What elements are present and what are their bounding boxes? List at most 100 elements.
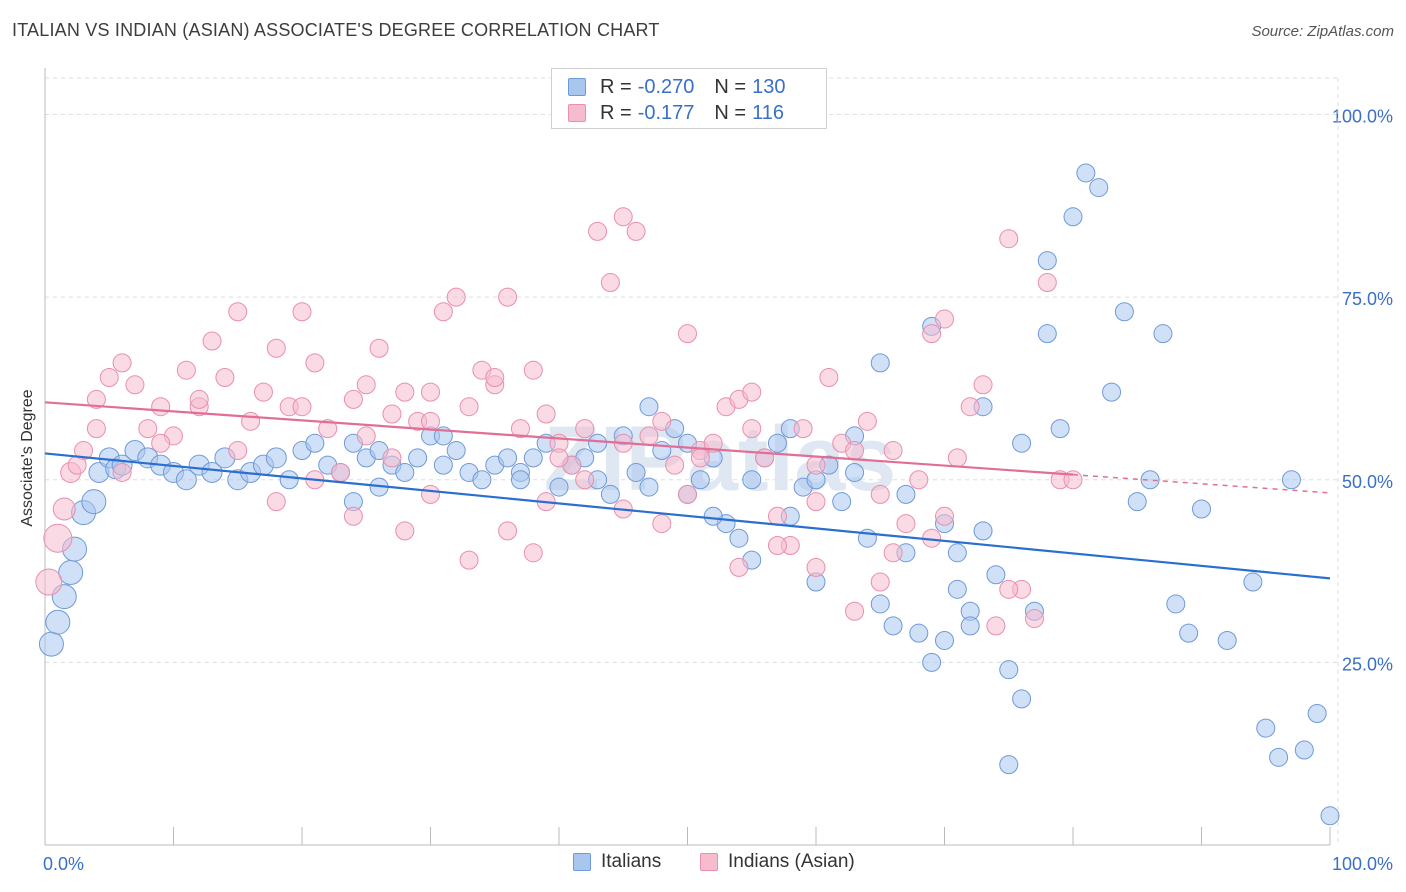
italians-trend-line [44,452,1331,580]
indians-point [896,514,916,534]
italians-point [600,484,620,504]
indians-point [947,448,967,468]
italians-point [81,489,107,515]
indians-point [67,455,87,475]
indians-point [729,557,749,577]
indians-point [382,448,402,468]
indians-point [421,382,440,402]
n-label: N = [714,101,747,124]
indians-point [678,484,697,504]
indians-point [883,441,903,461]
italians-point [1217,630,1237,650]
indians-point [112,462,132,482]
indians-point [331,462,351,482]
italians-point [45,609,71,635]
indians-point [909,470,929,490]
italians-point [498,448,518,468]
indians-point [613,207,633,227]
italians-point [38,631,64,657]
indians-point [973,375,993,395]
y-tick-label: 25.0% [1342,654,1393,674]
indians-point [343,389,363,409]
italians-point [1153,324,1173,344]
indians-point [575,419,595,439]
italians-point [1269,747,1289,767]
italians-point [729,528,749,548]
italians-point [305,433,325,453]
indians-point [806,557,826,577]
indians-point [536,404,556,424]
indians-point [510,419,530,439]
x-tick-label-max: 100.0% [1332,854,1393,874]
italians-point [947,579,967,599]
italians-point [626,462,646,482]
italians-point [175,469,197,491]
italians-point [1012,433,1032,453]
indians-point [742,382,762,402]
indians-point [523,360,543,380]
indians-point [35,568,63,596]
indians-point [523,543,543,563]
indians-point [575,470,595,490]
indians-point [421,411,440,431]
indians-point [356,375,376,395]
chart-title: ITALIAN VS INDIAN (ASIAN) ASSOCIATE'S DE… [12,20,660,40]
italians-point [922,652,942,672]
indians-point [922,324,942,344]
r-value: -0.270 [637,75,695,98]
italians-point [845,462,865,482]
italians-point [986,565,1006,585]
indians-point [806,492,826,512]
stats-row-italians: R = -0.270 N = 130 [568,75,785,99]
italians-point [870,594,890,614]
indians-point [395,382,415,402]
n-value: 116 [752,101,784,124]
r-label: R = [600,101,632,124]
indians-point [652,514,672,534]
indians-point [600,273,620,293]
legend-item-indians[interactable]: Indians (Asian) [700,851,855,873]
italians-point [1037,251,1057,271]
indians-point [228,302,248,322]
indians-point [870,484,890,504]
italians-point [960,616,980,636]
italians-point [742,470,762,490]
indians-point [845,601,865,621]
italians-point [832,492,852,512]
italians-point [909,623,929,643]
indians-point [498,521,518,541]
indians-point [228,441,248,461]
italians-point [510,470,530,490]
indians-point [356,426,376,446]
italians-point [472,470,492,490]
indians-point [793,419,813,439]
italians-point [1076,163,1096,183]
legend-item-italians[interactable]: Italians [573,851,661,873]
indians-point [678,324,697,344]
italians-point [703,506,723,526]
italians-point [1320,806,1340,826]
indians-point [1037,273,1057,293]
indians-point [960,397,980,417]
italians-point [549,477,569,497]
indians-trend-line-dashed [1072,473,1331,494]
indians-point [652,411,672,431]
stats-row-indians: R = -0.177 N = 116 [568,101,784,125]
italians-point [523,448,543,468]
indians-point [459,397,479,417]
indians-point [125,375,145,395]
indians-point [369,338,389,358]
indians-point [767,506,787,526]
indians-point [305,353,325,373]
indians-point [446,287,466,307]
indians-point [343,506,363,526]
italians-point [883,616,903,636]
indians-point [86,389,106,409]
y-tick-label: 100.0% [1332,107,1393,127]
indians-point [986,616,1006,636]
indians-point [498,287,518,307]
italians-point [408,448,428,468]
r-value: -0.177 [637,101,695,124]
n-label: N = [714,75,747,98]
italians-point [999,755,1019,775]
